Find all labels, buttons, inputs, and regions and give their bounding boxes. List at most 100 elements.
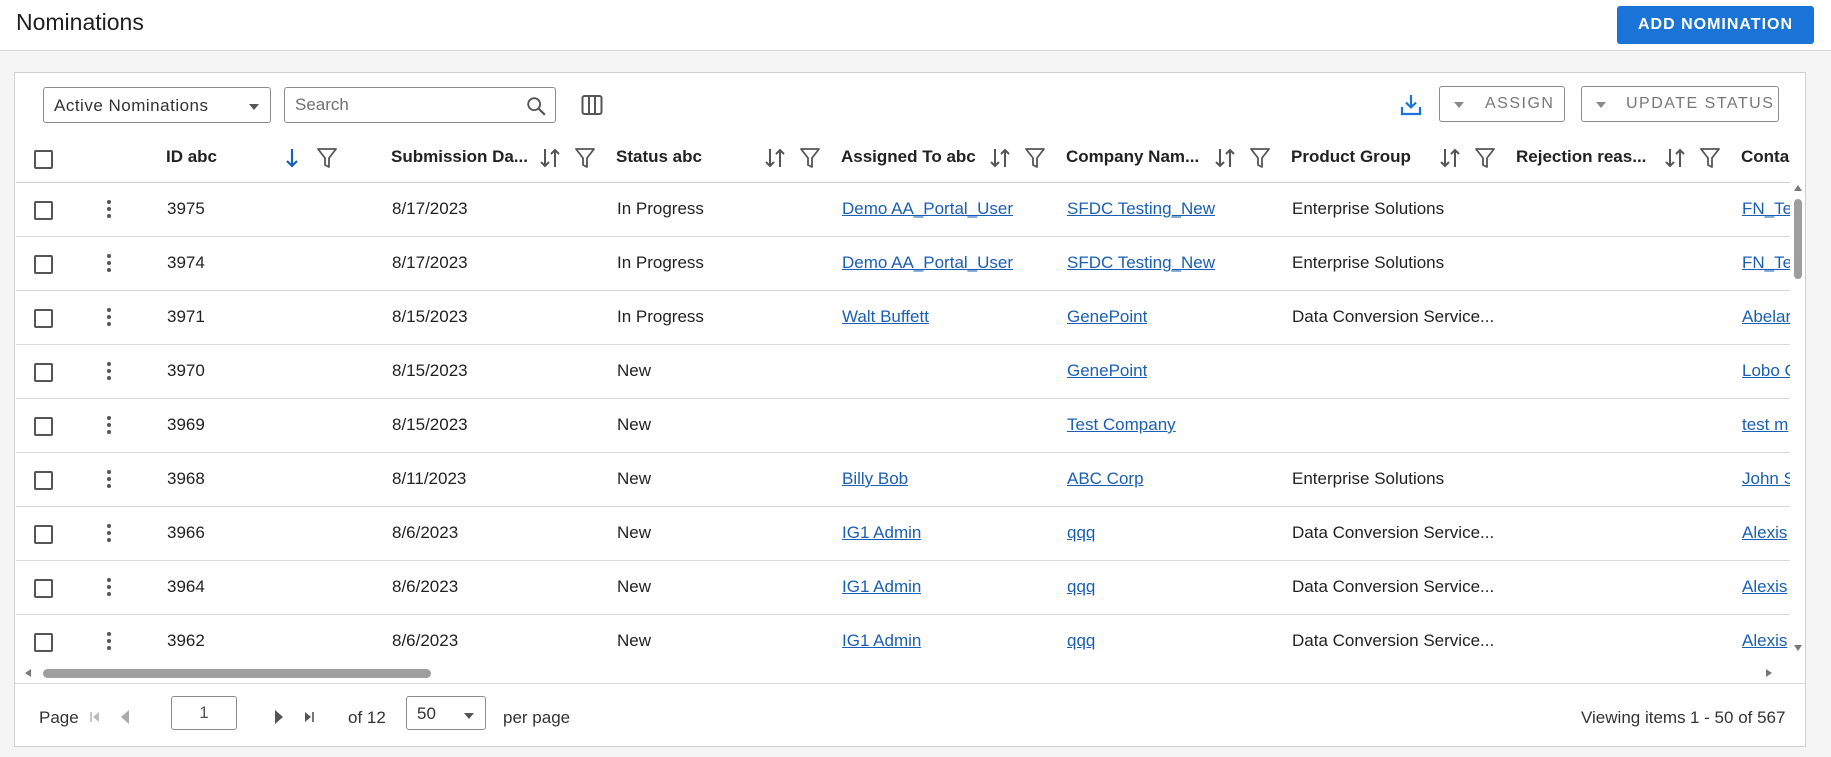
column-header-submission-date[interactable]: Submission Da...: [391, 133, 595, 183]
update-status-button[interactable]: UPDATE STATUS: [1581, 86, 1779, 122]
select-all-checkbox[interactable]: [34, 150, 53, 169]
filter-icon[interactable]: [1024, 146, 1046, 170]
column-header-id[interactable]: ID abc: [166, 133, 356, 183]
horizontal-scroll-thumb[interactable]: [43, 669, 431, 678]
cell-contact-link[interactable]: Lobo C: [1742, 361, 1790, 380]
cell-company-link[interactable]: GenePoint: [1067, 361, 1148, 380]
cell-assigned-to-link[interactable]: IG1 Admin: [842, 577, 922, 596]
horizontal-scrollbar[interactable]: [16, 665, 1790, 681]
cell-assigned-to-link[interactable]: IG1 Admin: [842, 631, 922, 650]
row-checkbox[interactable]: [34, 309, 53, 328]
download-icon[interactable]: [1398, 92, 1424, 118]
scroll-up-arrow-icon[interactable]: [1794, 185, 1802, 191]
cell-contact-link[interactable]: test m: [1742, 415, 1789, 434]
row-checkbox[interactable]: [34, 633, 53, 652]
more-vertical-icon[interactable]: [102, 630, 116, 652]
filter-icon[interactable]: [574, 146, 596, 170]
column-header-label: Product Group: [1291, 147, 1411, 166]
more-vertical-icon[interactable]: [102, 576, 116, 598]
cell-assigned-to-link[interactable]: Demo AA_Portal_User: [842, 199, 1014, 218]
next-page-icon[interactable]: [271, 708, 287, 726]
scroll-down-arrow-icon[interactable]: [1794, 645, 1802, 651]
scroll-left-arrow-icon[interactable]: [25, 669, 31, 677]
cell-company-link[interactable]: qqq: [1067, 523, 1096, 542]
cell-company-link[interactable]: ABC Corp: [1067, 469, 1144, 488]
cell-assigned-to-link[interactable]: Demo AA_Portal_User: [842, 253, 1014, 272]
sort-icon[interactable]: [1438, 146, 1462, 170]
column-header-company-name[interactable]: Company Nam...: [1066, 133, 1270, 183]
table-row: 3966 8/6/2023 New IG1 Admin qqq Data Con…: [16, 507, 1790, 561]
cell-status: New: [617, 523, 652, 542]
row-checkbox[interactable]: [34, 417, 53, 436]
sort-icon[interactable]: [763, 146, 787, 170]
cell-assigned-to-link[interactable]: Walt Buffett: [842, 307, 929, 326]
total-pages-label: of 12: [348, 708, 386, 727]
previous-page-icon[interactable]: [117, 708, 133, 726]
columns-icon[interactable]: [580, 93, 604, 117]
row-checkbox[interactable]: [34, 579, 53, 598]
vertical-scroll-thumb[interactable]: [1794, 199, 1802, 279]
cell-contact-link[interactable]: FN_Te: [1742, 253, 1790, 272]
cell-contact-link[interactable]: FN_Te: [1742, 199, 1790, 218]
filter-icon[interactable]: [1249, 146, 1271, 170]
cell-company-link[interactable]: qqq: [1067, 631, 1096, 650]
cell-contact-link[interactable]: Alexis: [1742, 577, 1788, 596]
filter-icon[interactable]: [1474, 146, 1496, 170]
search-input[interactable]: [286, 89, 511, 121]
filter-icon[interactable]: [799, 146, 821, 170]
sort-icon[interactable]: [538, 146, 562, 170]
column-header-rejection-reason[interactable]: Rejection reas...: [1516, 133, 1720, 183]
cell-submission-date: 8/17/2023: [392, 253, 468, 272]
filter-icon[interactable]: [1699, 146, 1721, 170]
page-number-input[interactable]: [171, 696, 237, 730]
cell-company-link[interactable]: SFDC Testing_New: [1067, 253, 1216, 272]
row-checkbox[interactable]: [34, 471, 53, 490]
cell-company-link[interactable]: Test Company: [1067, 415, 1176, 434]
more-vertical-icon[interactable]: [102, 468, 116, 490]
cell-company-link[interactable]: qqq: [1067, 577, 1096, 596]
sort-icon[interactable]: [1663, 146, 1687, 170]
cell-assigned-to-link[interactable]: Billy Bob: [842, 469, 909, 488]
cell-contact-link[interactable]: Alexis: [1742, 523, 1788, 542]
sort-descending-icon[interactable]: [280, 146, 304, 170]
search-icon[interactable]: [525, 95, 547, 117]
row-checkbox[interactable]: [34, 363, 53, 382]
view-select[interactable]: Active Nominations: [43, 87, 271, 123]
column-header-contact[interactable]: Conta: [1741, 133, 1790, 183]
column-header-assigned-to[interactable]: Assigned To abc: [841, 133, 1045, 183]
more-vertical-icon[interactable]: [102, 252, 116, 274]
vertical-scrollbar[interactable]: [1790, 183, 1806, 653]
cell-contact-link[interactable]: John S: [1742, 469, 1790, 488]
sort-icon[interactable]: [988, 146, 1012, 170]
scroll-right-arrow-icon[interactable]: [1766, 669, 1772, 677]
column-header-status[interactable]: Status abc: [616, 133, 820, 183]
more-vertical-icon[interactable]: [102, 198, 116, 220]
more-vertical-icon[interactable]: [102, 414, 116, 436]
page-size-select[interactable]: 50: [406, 696, 486, 730]
row-checkbox[interactable]: [34, 525, 53, 544]
row-checkbox[interactable]: [34, 255, 53, 274]
cell-contact-link[interactable]: Alexis: [1742, 631, 1788, 650]
more-vertical-icon[interactable]: [102, 306, 116, 328]
assign-button[interactable]: ASSIGN: [1439, 86, 1565, 122]
page-size-value: 50: [417, 704, 436, 723]
cell-assigned-to-link[interactable]: IG1 Admin: [842, 523, 922, 542]
more-vertical-icon[interactable]: [102, 522, 116, 544]
sort-icon[interactable]: [1213, 146, 1237, 170]
cell-id: 3962: [167, 631, 205, 650]
cell-product-group: Enterprise Solutions: [1292, 199, 1445, 218]
first-page-icon[interactable]: [87, 708, 103, 726]
column-header-label: Status abc: [616, 147, 702, 166]
cell-contact-link[interactable]: Abelar: [1742, 307, 1790, 326]
add-nomination-button[interactable]: ADD NOMINATION: [1617, 6, 1814, 44]
row-checkbox[interactable]: [34, 201, 53, 220]
more-vertical-icon[interactable]: [102, 360, 116, 382]
cell-company-link[interactable]: GenePoint: [1067, 307, 1148, 326]
page-title: Nominations: [16, 9, 144, 35]
column-header-product-group[interactable]: Product Group: [1291, 133, 1495, 183]
last-page-icon[interactable]: [301, 708, 317, 726]
filter-icon[interactable]: [316, 146, 338, 170]
cell-company-link[interactable]: SFDC Testing_New: [1067, 199, 1216, 218]
caret-down-icon: [249, 104, 259, 110]
